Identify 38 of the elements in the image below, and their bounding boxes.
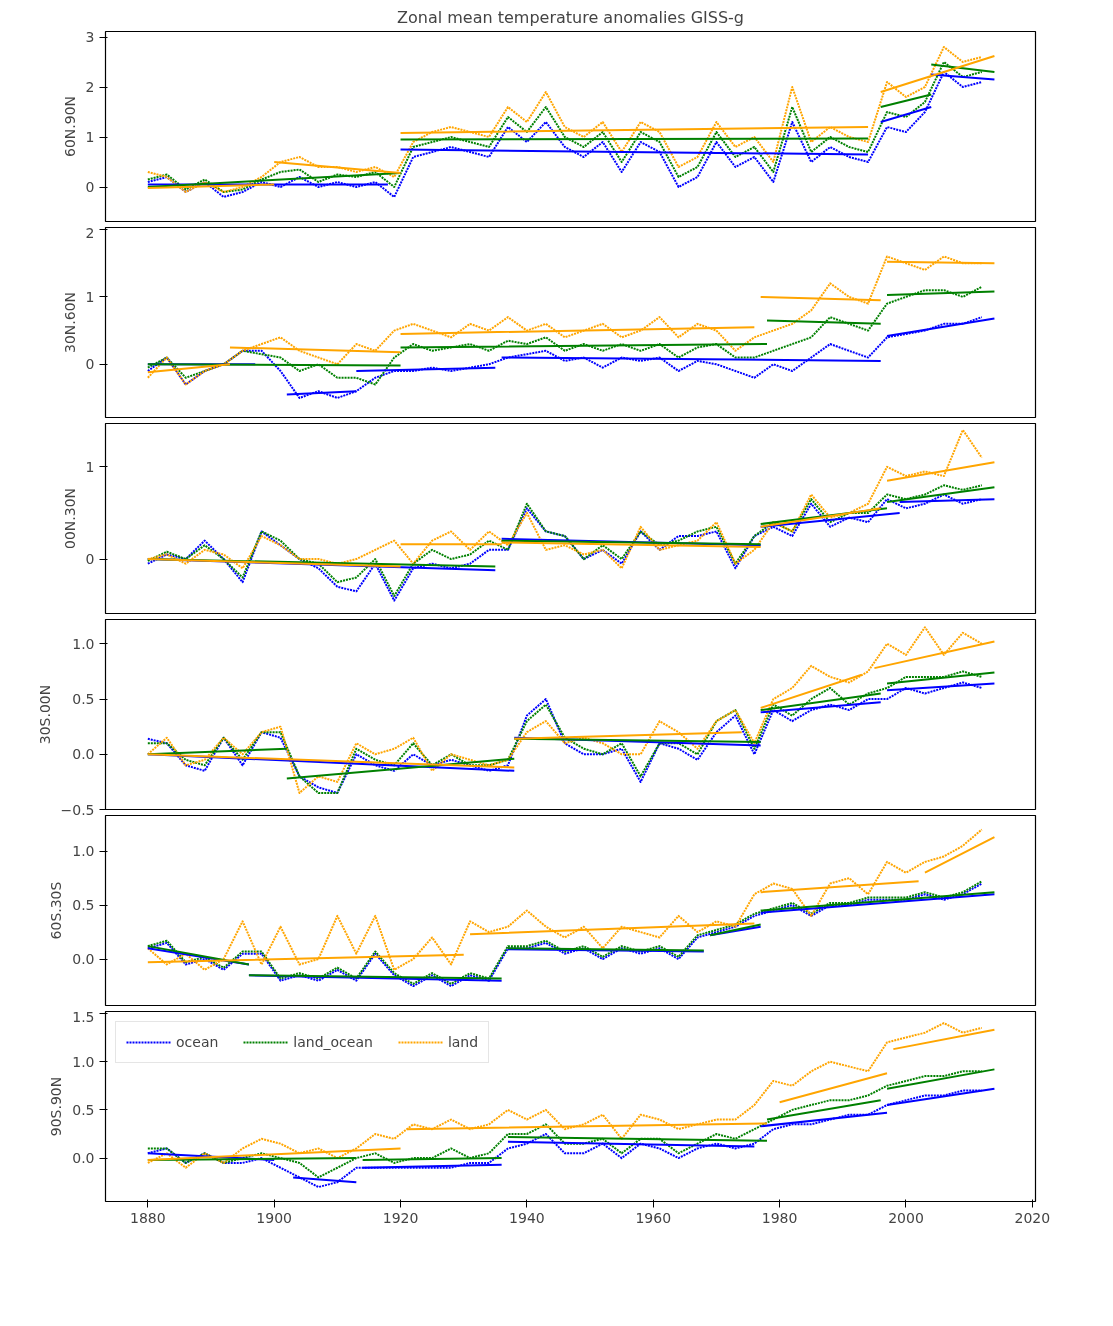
y-tick-label: 1.5 xyxy=(72,1008,95,1025)
legend-label: land xyxy=(447,1034,479,1050)
y-axis-title: 00N.30N xyxy=(61,487,78,550)
legend-label: land_ocean xyxy=(293,1034,373,1050)
y-tick-label: 2 xyxy=(85,224,95,241)
y-tick-label: 2 xyxy=(85,79,95,95)
y-axis-title: 60N.90N xyxy=(61,95,78,158)
y-tick-label: 3 xyxy=(85,29,95,45)
x-tick-label: 1880 xyxy=(130,1209,166,1226)
y-axis-title: 90S.90N xyxy=(48,1076,65,1137)
y-tick-label: 1.0 xyxy=(72,635,95,652)
y-tick-label: 1.0 xyxy=(72,843,95,860)
x-tick-label: 1900 xyxy=(256,1209,293,1226)
y-tick-label: 1.0 xyxy=(72,1053,95,1070)
y-tick-label: 0.0 xyxy=(72,746,95,763)
y-tick-label: 1 xyxy=(85,458,95,475)
y-tick-label: 1 xyxy=(85,288,95,305)
y-axis-title: 30S.00N xyxy=(36,684,53,745)
x-tick-label: 1980 xyxy=(761,1209,798,1226)
x-tick-label: 1920 xyxy=(382,1209,419,1226)
x-tick-label: 1960 xyxy=(635,1209,672,1226)
y-axis-title: 60S.30S xyxy=(48,881,65,940)
y-tick-label: 0 xyxy=(85,551,95,568)
y-axis-title: 30N.60N xyxy=(61,291,78,354)
y-tick-label: 0.5 xyxy=(72,897,95,914)
y-tick-label: 0.0 xyxy=(72,951,95,968)
y-tick-label: −0.5 xyxy=(60,801,95,818)
y-tick-label: 0.0 xyxy=(72,1150,95,1167)
x-tick-label: 1940 xyxy=(509,1209,545,1226)
x-tick-label: 2020 xyxy=(1014,1209,1051,1226)
y-tick-label: 1 xyxy=(85,129,95,145)
y-tick-label: 0.5 xyxy=(72,691,95,708)
y-tick-label: 0 xyxy=(85,356,95,373)
chart-title: Zonal mean temperature anomalies GISS-g xyxy=(397,7,744,27)
legend-label: ocean xyxy=(176,1034,219,1050)
x-tick-label: 2000 xyxy=(888,1209,924,1226)
y-tick-label: 0.5 xyxy=(72,1101,95,1118)
y-tick-label: 0 xyxy=(85,179,95,195)
